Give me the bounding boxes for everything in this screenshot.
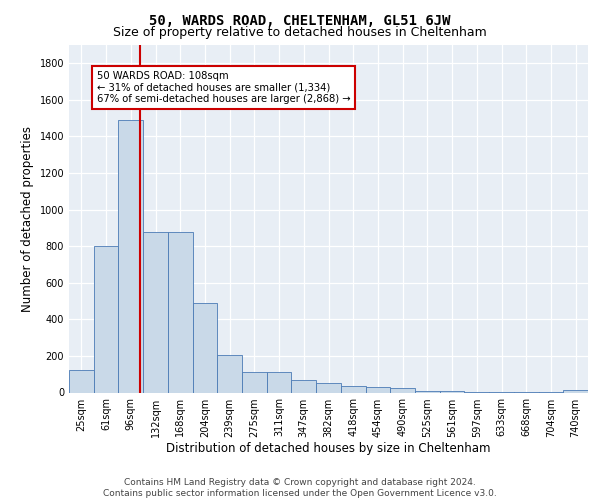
X-axis label: Distribution of detached houses by size in Cheltenham: Distribution of detached houses by size … bbox=[166, 442, 491, 456]
Text: 50, WARDS ROAD, CHELTENHAM, GL51 6JW: 50, WARDS ROAD, CHELTENHAM, GL51 6JW bbox=[149, 14, 451, 28]
Bar bbox=[316, 384, 341, 392]
Bar bbox=[563, 390, 588, 392]
Bar bbox=[143, 232, 168, 392]
Bar bbox=[69, 370, 94, 392]
Bar bbox=[415, 390, 440, 392]
Bar bbox=[118, 120, 143, 392]
Bar bbox=[341, 386, 365, 392]
Bar bbox=[267, 372, 292, 392]
Text: Size of property relative to detached houses in Cheltenham: Size of property relative to detached ho… bbox=[113, 26, 487, 39]
Bar bbox=[193, 303, 217, 392]
Text: Contains HM Land Registry data © Crown copyright and database right 2024.
Contai: Contains HM Land Registry data © Crown c… bbox=[103, 478, 497, 498]
Bar bbox=[242, 372, 267, 392]
Bar bbox=[217, 355, 242, 393]
Bar bbox=[94, 246, 118, 392]
Y-axis label: Number of detached properties: Number of detached properties bbox=[21, 126, 34, 312]
Bar bbox=[365, 387, 390, 392]
Bar bbox=[168, 232, 193, 392]
Bar bbox=[292, 380, 316, 392]
Bar bbox=[440, 391, 464, 392]
Bar bbox=[390, 388, 415, 392]
Text: 50 WARDS ROAD: 108sqm
← 31% of detached houses are smaller (1,334)
67% of semi-d: 50 WARDS ROAD: 108sqm ← 31% of detached … bbox=[97, 70, 350, 104]
